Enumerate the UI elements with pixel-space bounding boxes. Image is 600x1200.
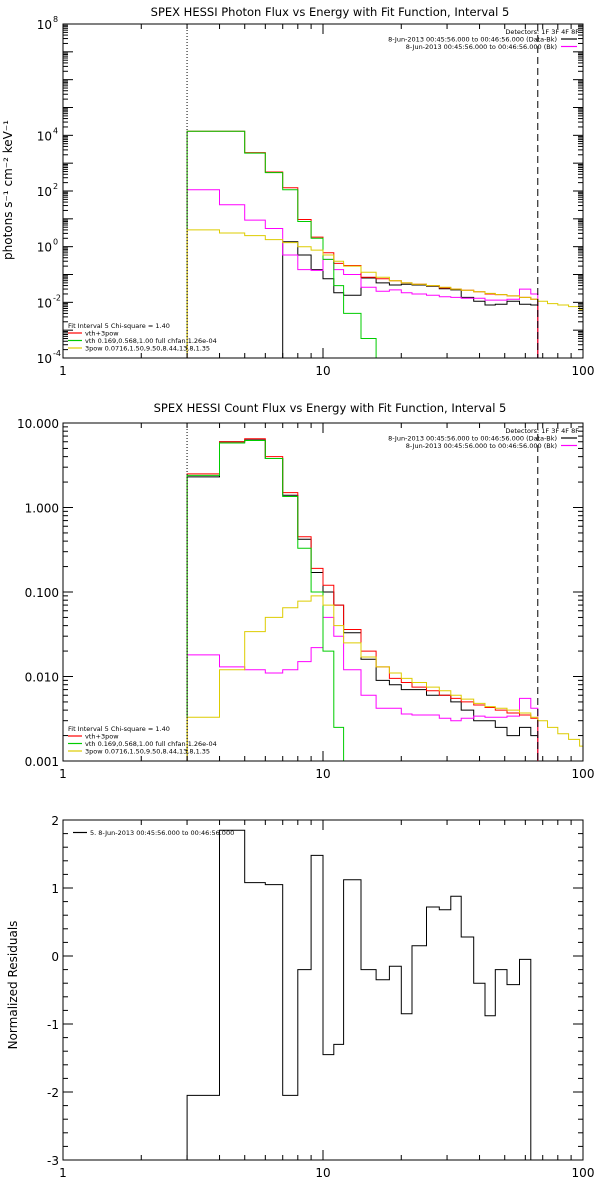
y-axis-label: Normalized Residuals (6, 921, 20, 1050)
legend-entry: vth 0.169,0.568,1.00 full chfan 1.26e-04 (85, 337, 217, 345)
x-tick-label: 1 (59, 767, 67, 781)
marker-lines (186, 423, 539, 761)
y-tick-label: -3 (47, 1154, 59, 1168)
legend-header: Detectors: 1F 3F 4F 8F (505, 427, 579, 435)
y-tick-exponent: 2 (53, 182, 58, 191)
y-tick-exponent: -2 (53, 293, 61, 302)
series-vth-3pow (186, 438, 539, 761)
legend-entry: vth+3pow (85, 330, 119, 338)
y-tick-label: 0.001 (25, 755, 59, 769)
series-residuals (186, 829, 538, 1160)
legend-entry: 3pow 0.0716,1.50,9.50,8.44,13.8,1.35 (85, 748, 210, 756)
series-data-bk (282, 241, 539, 358)
y-tick-label: 10 (37, 18, 52, 32)
y-tick-label: 0.100 (25, 586, 59, 600)
axes: 1 10 100 -3 -2 -1 0 1 2 (47, 814, 594, 1180)
y-tick-label: 2 (51, 814, 59, 828)
y-tick-label: 10 (37, 352, 52, 366)
y-axis-label: photons s⁻¹ cm⁻² keV⁻¹ (1, 120, 15, 260)
y-tick-exponent: 8 (53, 15, 58, 24)
x-tick-label: 1 (59, 1166, 67, 1180)
y-tick-label: 1 (51, 882, 59, 896)
x-tick-label: 10 (315, 1166, 330, 1180)
y-tick-label: 0 (51, 950, 59, 964)
series-vth (186, 440, 345, 761)
series-3pow (186, 229, 583, 358)
y-tick-label: 10.000 (17, 417, 59, 431)
y-tick-label: 10 (37, 185, 52, 199)
x-tick-label: 100 (572, 364, 595, 378)
legend-entry: 8-Jun-2013 00:45:56.000 to 00:46:56.000 … (406, 43, 557, 51)
marker-lines (186, 24, 539, 358)
y-tick-label: 10 (37, 296, 52, 310)
legend-header: Fit Interval 5 Chi-square = 1.40 (68, 725, 170, 733)
legend-entry: 3pow 0.0716,1.50,9.50,8.44,13.8,1.35 (85, 345, 210, 353)
photon-flux-panel: SPEX HESSI Photon Flux vs Energy with Fi… (1, 5, 594, 378)
series-vth (186, 130, 377, 358)
chart-title: SPEX HESSI Photon Flux vs Energy with Fi… (151, 5, 510, 19)
residuals-panel: Normalized Residuals 1 10 100 -3 -2 -1 0 1 2 5. … (6, 814, 594, 1180)
legend: 5. 8-Jun-2013 00:45:56.000 to 00:46:56.0… (73, 829, 234, 837)
legend-entry: 8-Jun-2013 00:45:56.000 to 00:46:56.000 … (406, 442, 557, 450)
series-group (186, 438, 583, 761)
series-vth-3pow (186, 130, 539, 358)
series-bk (186, 189, 539, 358)
series-group (186, 130, 583, 358)
chart-title: SPEX HESSI Count Flux vs Energy with Fit… (154, 401, 507, 415)
legend-entry: 8-Jun-2013 00:45:56.000 to 00:46:56.000 … (388, 36, 557, 44)
x-tick-label: 10 (315, 767, 330, 781)
axes: 1 10 100 0.001 0.010 0.100 1.000 10.000 (17, 417, 594, 781)
legend-header: Fit Interval 5 Chi-square = 1.40 (68, 322, 170, 330)
legend-entry: vth+3pow (85, 733, 119, 741)
legend-header: Detectors: 1F 3F 4F 8F (505, 28, 579, 36)
count-flux-panel: SPEX HESSI Count Flux vs Energy with Fit… (17, 401, 594, 781)
series-data-bk (186, 439, 539, 761)
y-tick-label: 0.010 (25, 671, 59, 685)
y-tick-label: 1.000 (25, 502, 59, 516)
y-tick-exponent: -4 (53, 349, 61, 358)
x-tick-label: 100 (572, 767, 595, 781)
y-tick-label: 10 (37, 241, 52, 255)
series-bk (186, 616, 539, 761)
legend: Detectors: 1F 3F 4F 8F8-Jun-2013 00:45:5… (68, 28, 579, 353)
y-tick-label: 10 (37, 129, 52, 143)
legend-entry: vth 0.169,0.568,1.00 full chfan 1.26e-04 (85, 740, 217, 748)
plot-frame (62, 23, 584, 359)
y-tick-exponent: 0 (53, 238, 58, 247)
y-tick-label: -2 (47, 1086, 59, 1100)
legend: Detectors: 1F 3F 4F 8F8-Jun-2013 00:45:5… (68, 427, 579, 756)
series-group (186, 829, 538, 1160)
legend-entry: 8-Jun-2013 00:45:56.000 to 00:46:56.000 … (388, 435, 557, 443)
y-tick-label: -1 (47, 1018, 59, 1032)
x-tick-label: 100 (572, 1166, 595, 1180)
legend-entry: 5. 8-Jun-2013 00:45:56.000 to 00:46:56.0… (90, 829, 234, 837)
x-tick-label: 10 (315, 364, 330, 378)
y-tick-exponent: 4 (53, 126, 58, 135)
x-tick-label: 1 (59, 364, 67, 378)
series-3pow (186, 595, 583, 761)
